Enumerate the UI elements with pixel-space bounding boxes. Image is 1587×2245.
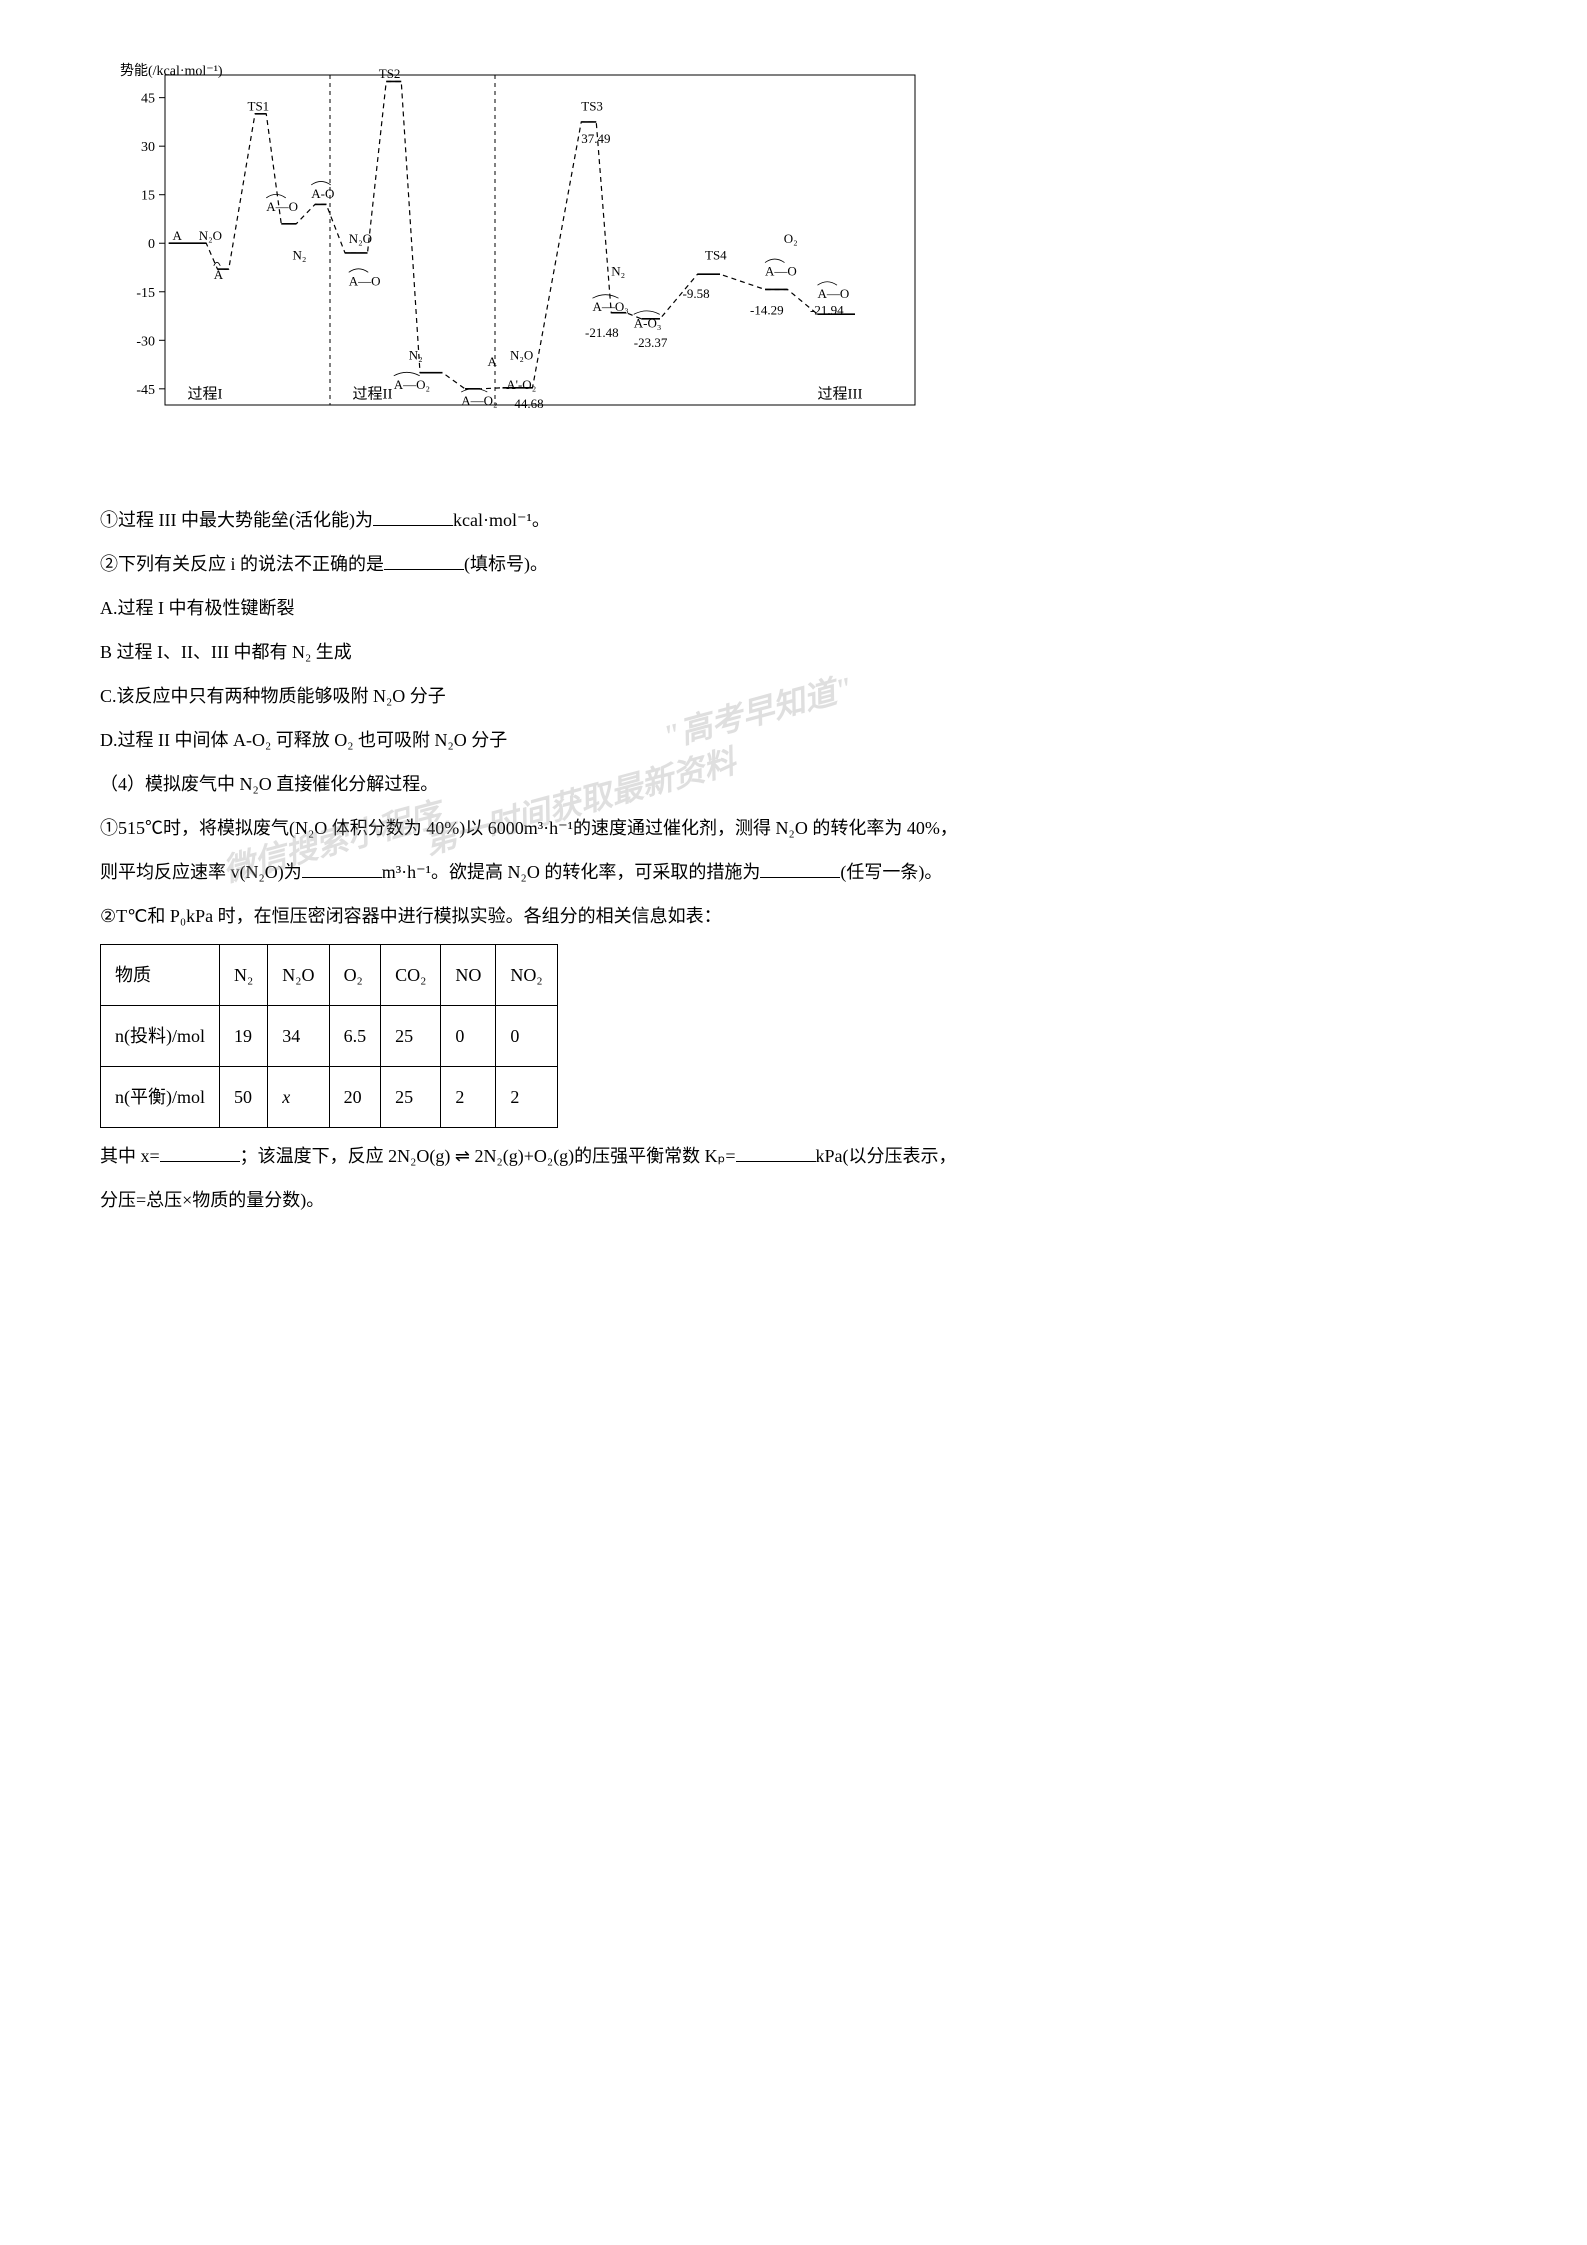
q-final-line2: 分压=总压×物质的量分数)。 [100, 1182, 1487, 1218]
svg-text:15: 15 [141, 189, 155, 204]
q1-prefix: ①过程 III 中最大势能垒(活化能)为 [100, 510, 373, 530]
question-2: ②下列有关反应 i 的说法不正确的是 (填标号)。 [100, 546, 1487, 582]
question-1: ①过程 III 中最大势能垒(活化能)为 kcal·mol⁻¹。 [100, 502, 1487, 538]
svg-text:A—O₂: A—O₂ [461, 393, 497, 408]
svg-text:N₂: N₂ [293, 247, 307, 262]
data-table: 物质N₂N₂OO₂CO₂NONO₂ n(投料)/mol19346.52500 n… [100, 944, 558, 1128]
table-header-cell: N₂O [268, 945, 329, 1006]
svg-text:N₂O: N₂O [349, 231, 372, 246]
q4-1b-blank2 [760, 859, 840, 878]
svg-text:A—O: A—O [349, 273, 381, 288]
svg-text:过程I: 过程I [188, 386, 223, 403]
q4-2: ②T℃和 P₀kPa 时，在恒压密闭容器中进行模拟实验。各组分的相关信息如表： [100, 898, 1487, 934]
q-final-b: ；该温度下，反应 2N₂O(g) ⇌ 2N₂(g)+O₂(g)的压强平衡常数 K… [240, 1146, 736, 1166]
table-cell: 25 [381, 1006, 441, 1067]
svg-text:-21.48: -21.48 [585, 325, 619, 340]
q2-prefix: ②下列有关反应 i 的说法不正确的是 [100, 554, 384, 574]
svg-text:-30: -30 [136, 334, 155, 349]
option-D: D.过程 II 中间体 A-O₂ 可释放 O₂ 也可吸附 N₂O 分子 [100, 722, 1487, 758]
svg-text:过程III: 过程III [818, 386, 863, 403]
table-cell: 34 [268, 1006, 329, 1067]
q4-1b-prefix: 则平均反应速率 v(N₂O)为 [100, 862, 302, 882]
svg-text:过程II: 过程II [353, 386, 393, 403]
svg-text:-9.58: -9.58 [683, 286, 710, 301]
svg-text:TS3: TS3 [581, 99, 603, 114]
table-cell: 20 [329, 1067, 381, 1128]
svg-text:A—O₃: A—O₃ [593, 299, 629, 314]
svg-text:N₂O: N₂O [199, 228, 222, 243]
energy-diagram: 势能(/kcal·mol⁻¹) -45 -30 -15 0 15 30 45 过程I 过程II 过程… [110, 60, 1487, 472]
svg-text:30: 30 [141, 140, 155, 155]
svg-text:-21.94: -21.94 [810, 302, 844, 317]
table-cell: 2 [441, 1067, 496, 1128]
q-final-c: kPa(以分压表示， [816, 1146, 957, 1166]
table-cell: 2 [496, 1067, 557, 1128]
q-final-a: 其中 x= [100, 1146, 160, 1166]
svg-text:TS1: TS1 [248, 99, 270, 114]
svg-text:A'-O₂: A'-O₂ [506, 377, 536, 392]
q4-1b-unit: m³·h⁻¹。欲提高 N₂O 的转化率，可采取的措施为 [382, 862, 761, 882]
q1-blank [373, 507, 453, 526]
table-cell: 50 [220, 1067, 268, 1128]
q4-1b-blank1 [302, 859, 382, 878]
svg-text:-15: -15 [136, 286, 155, 301]
option-C: C.该反应中只有两种物质能够吸附 N₂O 分子 [100, 678, 1487, 714]
q4-1a: ①515℃时，将模拟废气(N₂O 体积分数为 40%)以 6000m³·h⁻¹的… [100, 810, 1487, 846]
table-row: n(平衡)/mol50x202522 [101, 1067, 558, 1128]
table-cell: 25 [381, 1067, 441, 1128]
q4-1b-suffix: (任写一条)。 [840, 862, 942, 882]
svg-text:-45: -45 [136, 383, 155, 398]
q2-suffix: (填标号)。 [464, 554, 548, 574]
table-header-cell: 物质 [101, 945, 220, 1006]
q4-header: （4）模拟废气中 N₂O 直接催化分解过程。 [100, 766, 1487, 802]
q-final-blank1 [160, 1143, 240, 1162]
q1-unit: kcal·mol⁻¹。 [453, 510, 550, 530]
svg-text:A—O: A—O [266, 199, 298, 214]
option-B: B 过程 I、II、III 中都有 N₂ 生成 [100, 634, 1487, 670]
svg-text:N₂: N₂ [409, 348, 423, 363]
svg-text:A: A [488, 354, 498, 369]
q-final-line1: 其中 x= ；该温度下，反应 2N₂O(g) ⇌ 2N₂(g)+O₂(g)的压强平… [100, 1138, 1487, 1174]
q4-1b: 则平均反应速率 v(N₂O)为 m³·h⁻¹。欲提高 N₂O 的转化率，可采取的措… [100, 854, 1487, 890]
table-header-cell: NO [441, 945, 496, 1006]
q2-blank [384, 551, 464, 570]
table-header-cell: NO₂ [496, 945, 557, 1006]
svg-text:A—O: A—O [818, 286, 850, 301]
svg-text:A-O: A-O [311, 186, 334, 201]
svg-text:0: 0 [148, 237, 155, 252]
table-header-cell: O₂ [329, 945, 381, 1006]
svg-text:-14.29: -14.29 [750, 302, 784, 317]
svg-text:-44.68: -44.68 [510, 396, 544, 411]
page-content: 势能(/kcal·mol⁻¹) -45 -30 -15 0 15 30 45 过程I 过程II 过程… [100, 60, 1487, 1218]
svg-text:N₂O: N₂O [510, 348, 533, 363]
svg-text:-23.37: -23.37 [634, 335, 668, 350]
svg-text:N₂: N₂ [611, 264, 625, 279]
svg-text:TS4: TS4 [705, 247, 727, 262]
table-row: n(投料)/mol19346.52500 [101, 1006, 558, 1067]
table-header-row: 物质N₂N₂OO₂CO₂NONO₂ [101, 945, 558, 1006]
q-final-blank2 [736, 1143, 816, 1162]
table-cell: 6.5 [329, 1006, 381, 1067]
svg-text:TS2: TS2 [379, 66, 401, 81]
option-A: A.过程 I 中有极性键断裂 [100, 590, 1487, 626]
table-cell: x [268, 1067, 329, 1128]
svg-text:37.49: 37.49 [581, 131, 610, 146]
table-cell: 0 [441, 1006, 496, 1067]
svg-text:A—O₂: A—O₂ [394, 377, 430, 392]
table-cell: n(投料)/mol [101, 1006, 220, 1067]
table-cell: 19 [220, 1006, 268, 1067]
svg-text:A: A [214, 267, 224, 282]
svg-text:势能(/kcal·mol⁻¹): 势能(/kcal·mol⁻¹) [120, 63, 223, 79]
svg-text:45: 45 [141, 92, 155, 107]
svg-text:A: A [173, 228, 183, 243]
svg-text:A—O: A—O [765, 264, 797, 279]
svg-text:A-O₃: A-O₃ [634, 315, 662, 330]
table-cell: 0 [496, 1006, 557, 1067]
svg-text:O₂: O₂ [784, 231, 798, 246]
table-header-cell: CO₂ [381, 945, 441, 1006]
table-cell: n(平衡)/mol [101, 1067, 220, 1128]
table-header-cell: N₂ [220, 945, 268, 1006]
